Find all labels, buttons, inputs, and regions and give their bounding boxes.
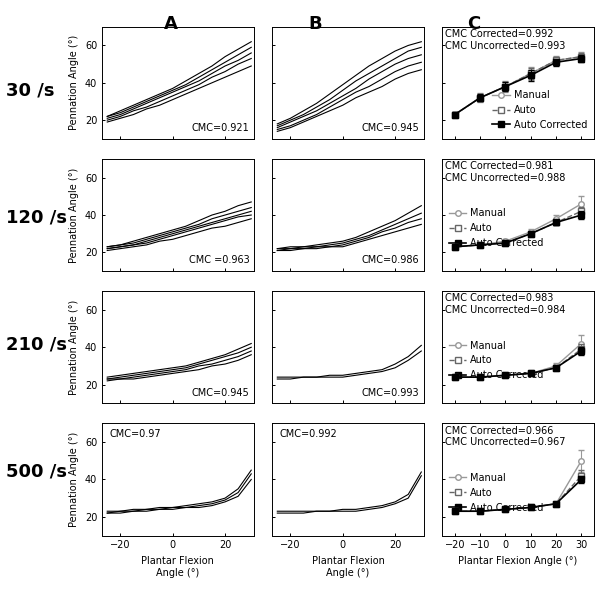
Text: A: A [164, 15, 178, 33]
Y-axis label: Pennation Angle (°): Pennation Angle (°) [69, 167, 79, 262]
Legend: Manual, Auto, Auto Corrected: Manual, Auto, Auto Corrected [447, 206, 545, 250]
Text: CMC=0.993: CMC=0.993 [362, 388, 419, 397]
Text: 120 /s: 120 /s [6, 208, 67, 227]
Text: B: B [308, 15, 322, 33]
Text: 210 /s: 210 /s [6, 336, 67, 354]
Text: CMC =0.963: CMC =0.963 [188, 255, 249, 265]
Text: CMC=0.97: CMC=0.97 [110, 429, 161, 439]
Text: CMC=0.921: CMC=0.921 [191, 123, 249, 133]
Legend: Manual, Auto, Auto Corrected: Manual, Auto, Auto Corrected [447, 339, 545, 382]
Text: CMC Corrected=0.981
CMC Uncorrected=0.988: CMC Corrected=0.981 CMC Uncorrected=0.98… [445, 161, 566, 183]
Legend: Manual, Auto, Auto Corrected: Manual, Auto, Auto Corrected [490, 88, 589, 131]
Text: CMC=0.945: CMC=0.945 [191, 388, 249, 397]
X-axis label: Plantar Flexion Angle (°): Plantar Flexion Angle (°) [458, 556, 578, 566]
Y-axis label: Pennation Angle (°): Pennation Angle (°) [69, 35, 79, 130]
Y-axis label: Pennation Angle (°): Pennation Angle (°) [69, 432, 79, 527]
Text: 30 /s: 30 /s [6, 82, 55, 99]
Text: CMC=0.986: CMC=0.986 [362, 255, 419, 265]
Text: C: C [467, 15, 481, 33]
Text: CMC=0.945: CMC=0.945 [362, 123, 419, 133]
X-axis label: Plantar Flexion
Angle (°): Plantar Flexion Angle (°) [142, 556, 214, 578]
Y-axis label: Pennation Angle (°): Pennation Angle (°) [69, 300, 79, 395]
Text: CMC Corrected=0.992
CMC Uncorrected=0.993: CMC Corrected=0.992 CMC Uncorrected=0.99… [445, 29, 566, 51]
Text: CMC Corrected=0.983
CMC Uncorrected=0.984: CMC Corrected=0.983 CMC Uncorrected=0.98… [445, 293, 566, 315]
Text: 500 /s: 500 /s [6, 463, 67, 481]
X-axis label: Plantar Flexion
Angle (°): Plantar Flexion Angle (°) [311, 556, 385, 578]
Text: CMC=0.992: CMC=0.992 [280, 429, 337, 439]
Text: CMC Corrected=0.966
CMC Uncorrected=0.967: CMC Corrected=0.966 CMC Uncorrected=0.96… [445, 425, 566, 447]
Legend: Manual, Auto, Auto Corrected: Manual, Auto, Auto Corrected [447, 471, 545, 515]
